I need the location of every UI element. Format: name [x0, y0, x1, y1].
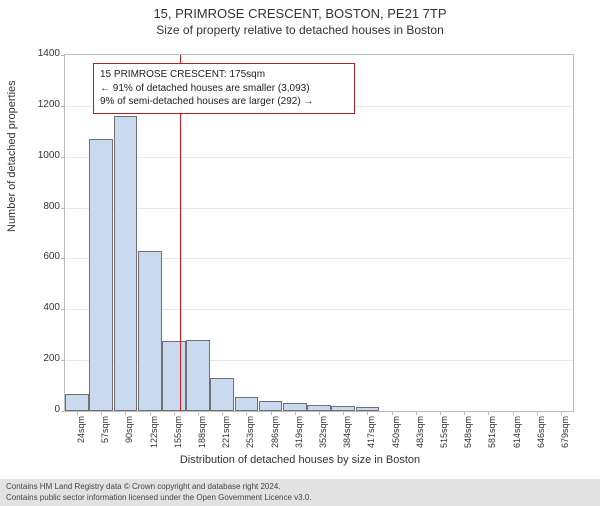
x-tick-label: 417sqm: [366, 416, 376, 456]
grid-line: [65, 157, 573, 158]
histogram-bar: [114, 116, 138, 411]
histogram-bar: [186, 340, 210, 411]
y-tick: [61, 55, 65, 56]
annotation-line: ← 91% of detached houses are smaller (3,…: [100, 82, 348, 96]
x-tick: [125, 411, 126, 415]
y-tick-label: 800: [30, 201, 60, 212]
histogram-bar: [138, 251, 162, 411]
x-tick-label: 515sqm: [439, 416, 449, 456]
x-tick-label: 286sqm: [270, 416, 280, 456]
histogram-bar: [259, 401, 283, 411]
x-tick-label: 24sqm: [76, 416, 86, 456]
y-tick: [61, 106, 65, 107]
x-tick: [77, 411, 78, 415]
x-tick: [295, 411, 296, 415]
x-tick-label: 646sqm: [536, 416, 546, 456]
y-tick: [61, 360, 65, 361]
x-tick: [319, 411, 320, 415]
y-tick: [61, 157, 65, 158]
y-tick-label: 1400: [30, 48, 60, 59]
y-tick: [61, 411, 65, 412]
x-tick-label: 581sqm: [487, 416, 497, 456]
x-tick-label: 122sqm: [149, 416, 159, 456]
footer: Contains HM Land Registry data © Crown c…: [0, 479, 600, 506]
x-tick: [198, 411, 199, 415]
x-tick-label: 352sqm: [318, 416, 328, 456]
y-tick: [61, 258, 65, 259]
x-tick: [174, 411, 175, 415]
y-tick-label: 0: [30, 404, 60, 415]
x-tick-label: 384sqm: [342, 416, 352, 456]
x-tick-label: 319sqm: [294, 416, 304, 456]
footer-line-1: Contains HM Land Registry data © Crown c…: [6, 482, 594, 492]
x-tick-label: 155sqm: [173, 416, 183, 456]
chart-title: 15, PRIMROSE CRESCENT, BOSTON, PE21 7TP: [0, 6, 600, 21]
x-tick: [367, 411, 368, 415]
x-tick-label: 614sqm: [512, 416, 522, 456]
x-tick: [537, 411, 538, 415]
x-tick: [440, 411, 441, 415]
chart-container: 15, PRIMROSE CRESCENT, BOSTON, PE21 7TP …: [0, 6, 600, 506]
footer-line-2: Contains public sector information licen…: [6, 493, 594, 503]
x-tick: [561, 411, 562, 415]
x-tick: [392, 411, 393, 415]
grid-line: [65, 208, 573, 209]
y-tick: [61, 208, 65, 209]
x-tick-label: 483sqm: [415, 416, 425, 456]
histogram-bar: [162, 341, 186, 411]
x-tick-label: 548sqm: [463, 416, 473, 456]
x-tick: [271, 411, 272, 415]
x-tick-label: 57sqm: [100, 416, 110, 456]
x-tick-label: 450sqm: [391, 416, 401, 456]
x-tick: [488, 411, 489, 415]
chart-subtitle: Size of property relative to detached ho…: [0, 23, 600, 37]
annotation-line: 15 PRIMROSE CRESCENT: 175sqm: [100, 68, 348, 82]
y-tick-label: 1000: [30, 150, 60, 161]
x-tick: [513, 411, 514, 415]
y-tick-label: 400: [30, 302, 60, 313]
histogram-bar: [283, 403, 307, 411]
y-axis-label: Number of detached properties: [6, 80, 18, 232]
histogram-bar: [65, 394, 89, 411]
y-tick-label: 600: [30, 251, 60, 262]
histogram-bar: [235, 397, 259, 411]
annotation-box: 15 PRIMROSE CRESCENT: 175sqm← 91% of det…: [93, 63, 355, 114]
histogram-bar: [89, 139, 113, 411]
x-tick-label: 221sqm: [221, 416, 231, 456]
x-tick: [150, 411, 151, 415]
x-tick-label: 90sqm: [124, 416, 134, 456]
x-tick-label: 253sqm: [245, 416, 255, 456]
x-tick: [343, 411, 344, 415]
x-tick: [101, 411, 102, 415]
x-tick: [246, 411, 247, 415]
x-tick: [222, 411, 223, 415]
x-tick-label: 679sqm: [560, 416, 570, 456]
y-tick-label: 200: [30, 353, 60, 364]
y-tick: [61, 309, 65, 310]
annotation-line: 9% of semi-detached houses are larger (2…: [100, 95, 348, 109]
histogram-bar: [210, 378, 234, 411]
x-tick: [464, 411, 465, 415]
y-tick-label: 1200: [30, 99, 60, 110]
plot-area: 15 PRIMROSE CRESCENT: 175sqm← 91% of det…: [64, 54, 574, 412]
x-tick: [416, 411, 417, 415]
x-tick-label: 188sqm: [197, 416, 207, 456]
